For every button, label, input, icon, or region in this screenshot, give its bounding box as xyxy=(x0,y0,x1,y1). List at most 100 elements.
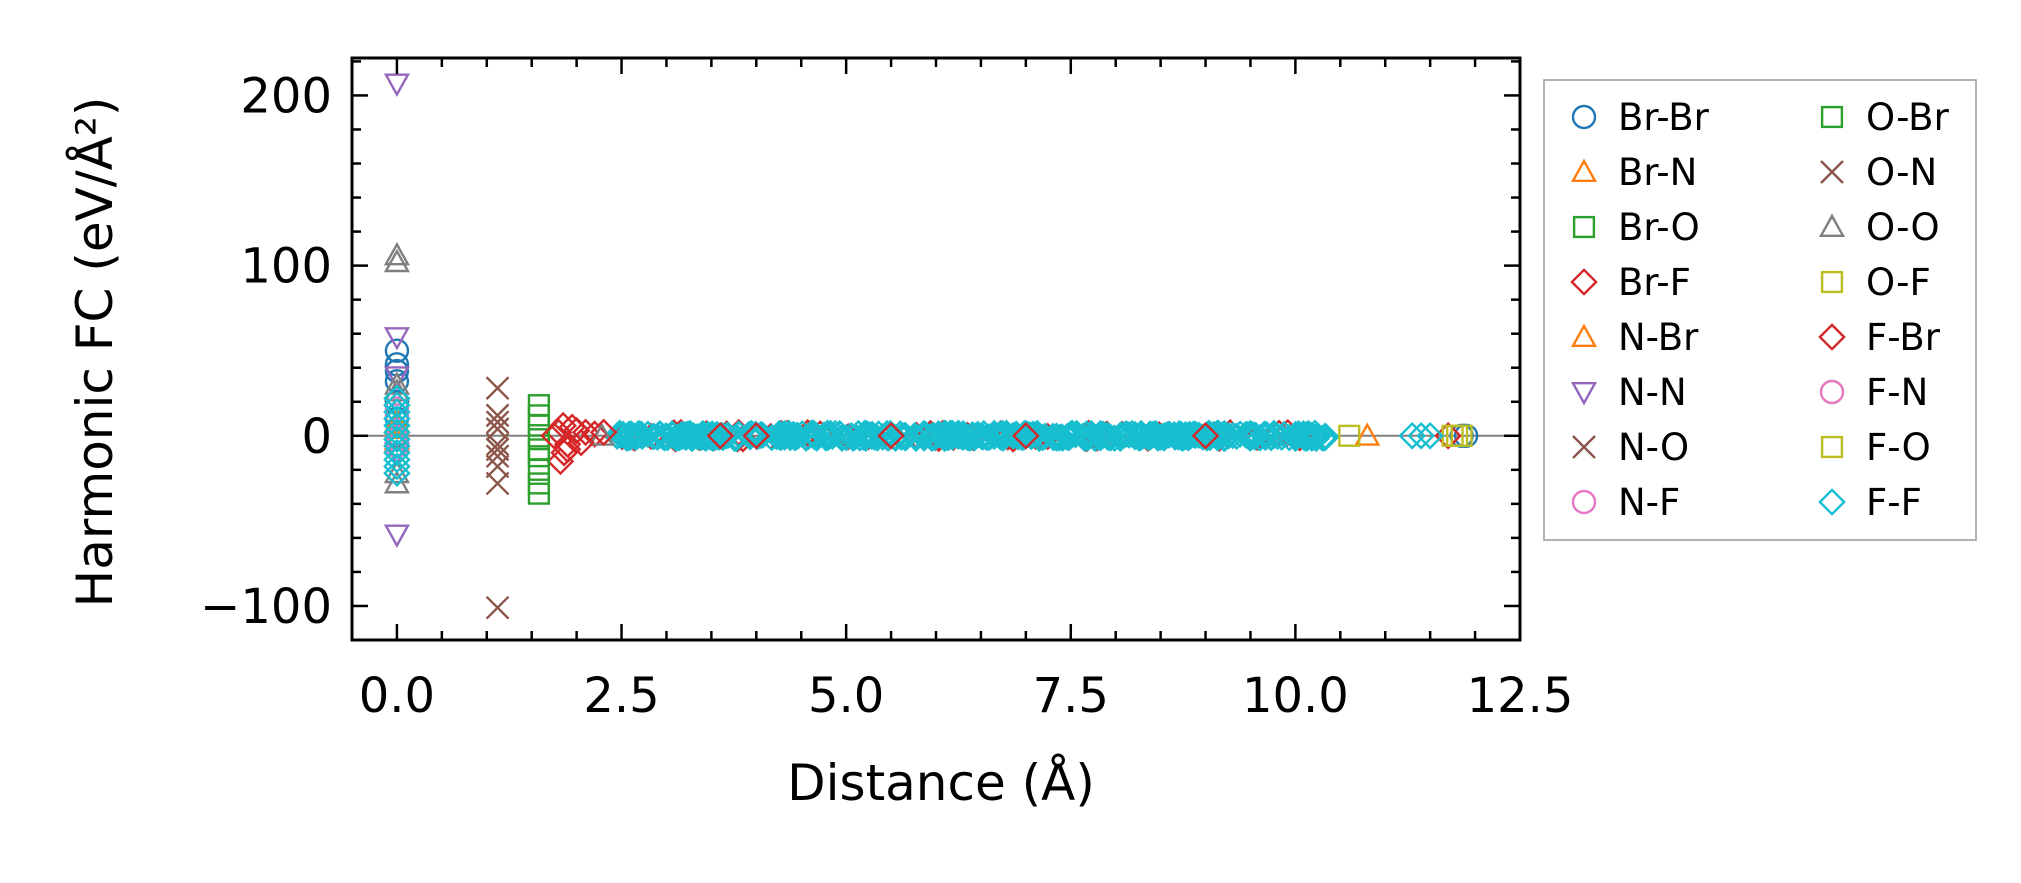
legend-label: F-N xyxy=(1866,371,1928,414)
legend-item: O-F xyxy=(1820,261,1931,304)
data-point xyxy=(485,471,510,496)
data-point xyxy=(383,241,410,266)
legend-item: Br-O xyxy=(1572,206,1700,249)
legend-item: F-O xyxy=(1820,426,1931,469)
x-tick-label: 10.0 xyxy=(1242,668,1349,724)
legend-label: N-F xyxy=(1618,481,1680,524)
legend-marker xyxy=(1570,268,1598,296)
data-point-f-f xyxy=(902,424,930,453)
plot-area xyxy=(352,73,1520,620)
data-point xyxy=(485,454,510,479)
legend-marker xyxy=(1819,379,1845,405)
data-point-f-f xyxy=(1283,421,1311,450)
y-tick-label: 200 xyxy=(240,68,332,124)
data-point xyxy=(546,447,575,476)
legend-item: N-N xyxy=(1570,371,1687,414)
data-point xyxy=(877,421,905,450)
data-point xyxy=(580,420,609,448)
data-point-f-f xyxy=(1073,424,1102,452)
data-point xyxy=(384,338,410,363)
legend: Br-Br Br-N Br-O Br-F N-Br N-N N-O N-F O-Br O-N O-O… xyxy=(1543,79,1977,541)
data-point-f-f xyxy=(1080,423,1108,452)
data-point-f-f xyxy=(864,420,893,448)
data-point-f-f xyxy=(814,423,842,452)
legend-item: Br-F xyxy=(1570,261,1691,304)
legend-label: N-O xyxy=(1618,426,1689,469)
data-point xyxy=(540,421,568,450)
data-point xyxy=(567,428,595,457)
legend-box xyxy=(1543,79,1977,541)
data-point xyxy=(549,411,577,440)
data-point-f-f xyxy=(1142,420,1170,449)
legend-item: N-Br xyxy=(1570,316,1699,359)
legend-label: O-Br xyxy=(1866,96,1950,139)
data-point xyxy=(485,595,510,620)
data-point-f-f xyxy=(938,419,967,448)
legend-marker xyxy=(1572,435,1596,459)
legend-label: Br-F xyxy=(1618,261,1691,304)
data-point-f-f xyxy=(624,419,653,448)
legend-item: Br-Br xyxy=(1571,96,1710,139)
data-point-f-f xyxy=(1133,423,1162,452)
data-point xyxy=(383,327,410,351)
legend-item: N-F xyxy=(1571,481,1680,524)
y-tick-label: 0 xyxy=(301,409,332,465)
data-point xyxy=(527,428,550,451)
data-point xyxy=(1407,421,1435,450)
data-point xyxy=(1191,421,1220,450)
data-point xyxy=(383,384,411,413)
data-point-f-f xyxy=(678,424,707,452)
x-tick-label: 12.5 xyxy=(1467,668,1574,724)
data-point-f-f xyxy=(700,422,729,451)
legend-label: N-N xyxy=(1618,371,1687,414)
legend-marker xyxy=(1820,270,1844,294)
legend-item: O-Br xyxy=(1820,96,1950,139)
x-tick-label: 5.0 xyxy=(808,668,884,724)
data-point-f-f xyxy=(798,420,826,449)
data-point xyxy=(485,410,510,435)
legend-marker xyxy=(1818,488,1846,516)
data-point xyxy=(588,422,615,446)
data-point xyxy=(589,418,618,447)
data-point-f-f xyxy=(972,423,1001,452)
data-point-f-f xyxy=(1129,422,1157,450)
data-point xyxy=(383,452,411,481)
data-point xyxy=(706,421,735,450)
data-point xyxy=(485,444,510,469)
series-o-n xyxy=(485,410,510,479)
data-point-f-f xyxy=(960,423,989,452)
legend-marker xyxy=(1570,158,1598,183)
data-point xyxy=(383,391,411,419)
legend-label: F-Br xyxy=(1866,316,1941,359)
data-point-f-f xyxy=(853,420,881,448)
legend-marker xyxy=(1818,323,1846,351)
data-point-f-f xyxy=(1203,423,1231,451)
data-point xyxy=(383,524,410,548)
plot-frame xyxy=(350,56,1522,642)
data-point-f-f xyxy=(1045,423,1074,452)
data-point-f-f xyxy=(969,423,997,451)
data-point xyxy=(383,445,411,474)
x-tick-label: 2.5 xyxy=(583,668,659,724)
data-point-f-f xyxy=(1250,420,1279,449)
data-point xyxy=(383,459,411,488)
legend-marker xyxy=(1571,489,1597,515)
series-n-o xyxy=(485,376,510,620)
data-point xyxy=(562,416,591,445)
legend-marker xyxy=(1570,382,1598,406)
data-point-f-f xyxy=(1052,423,1081,451)
legend-item: F-Br xyxy=(1818,316,1941,359)
data-point xyxy=(527,482,550,505)
legend-marker xyxy=(1820,105,1844,129)
legend-label: O-N xyxy=(1866,151,1937,194)
data-point-f-f xyxy=(1260,419,1288,448)
data-point-f-f xyxy=(1125,423,1153,452)
legend-item: F-N xyxy=(1819,371,1928,414)
legend-label: F-O xyxy=(1866,426,1931,469)
data-point-f-f xyxy=(1181,421,1210,450)
legend-item: F-F xyxy=(1818,481,1922,524)
data-point xyxy=(383,73,410,97)
legend-marker xyxy=(1571,104,1597,130)
legend-marker xyxy=(1572,215,1596,239)
data-point xyxy=(1012,421,1040,450)
